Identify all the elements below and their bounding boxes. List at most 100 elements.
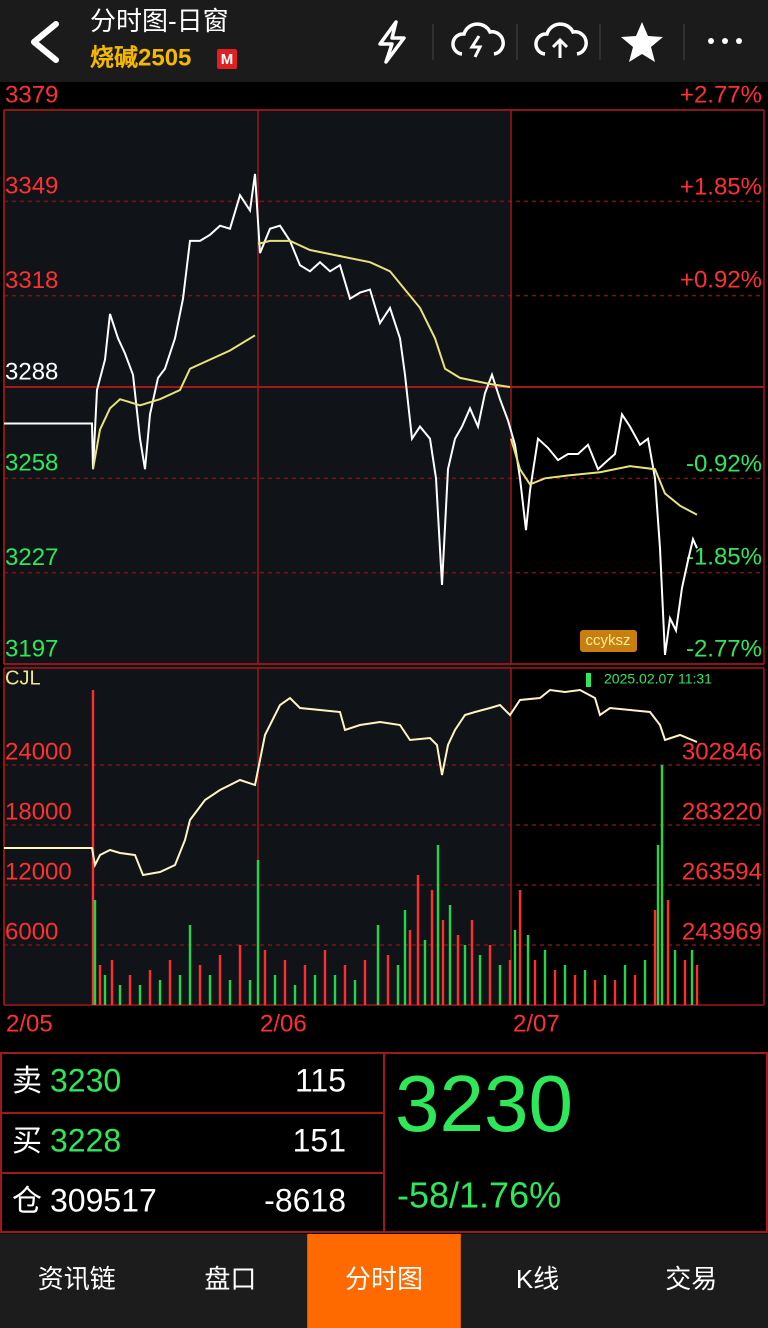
badge-bg <box>217 49 237 69</box>
volume-bar <box>168 960 172 1005</box>
volume-bar <box>238 945 242 1005</box>
y2-tick-label: -2.77% <box>686 635 762 662</box>
quote-volume: 115 <box>295 1062 346 1098</box>
y2-tick-label: 283220 <box>682 798 762 825</box>
flash-icon[interactable] <box>378 20 406 64</box>
tab[interactable]: K线 <box>516 1264 559 1294</box>
volume-bar <box>666 900 670 1005</box>
volume-bar <box>690 950 694 1005</box>
volume-bar <box>448 905 452 1005</box>
volume-bar <box>416 875 420 1005</box>
volume-bar <box>283 960 287 1005</box>
volume-bar <box>98 965 102 1005</box>
volume-bar <box>128 975 132 1005</box>
volume-bar <box>463 945 467 1005</box>
volume-bar <box>110 960 114 1005</box>
volume-bar <box>178 975 182 1005</box>
cloud-flash-icon[interactable] <box>451 22 505 56</box>
cloud-flash-bolt <box>469 35 483 58</box>
volume-bar <box>695 965 699 1005</box>
volume-bar <box>408 930 412 1005</box>
y-tick-label: 3288 <box>5 358 58 385</box>
price-line <box>4 688 698 877</box>
volume-bar <box>563 965 567 1005</box>
tab[interactable]: 交易 <box>665 1264 717 1294</box>
watermark: ccyksz <box>586 632 631 649</box>
last-price: 3230 <box>395 1059 573 1148</box>
volume-bar <box>198 965 202 1005</box>
y2-tick-label: +0.92% <box>680 266 762 293</box>
volume-bar <box>470 920 474 1005</box>
volume-bar <box>248 980 252 1005</box>
volume-bar <box>656 845 660 1005</box>
y2-tick-label: +1.85% <box>680 173 762 200</box>
x-tick-label: 2/07 <box>513 1010 560 1037</box>
y-tick-label: 3227 <box>5 544 58 571</box>
tab[interactable]: 分时图 <box>345 1264 423 1294</box>
volume-bar <box>478 955 482 1005</box>
y-tick-label: 18000 <box>5 798 72 825</box>
volume-bar <box>423 940 427 1005</box>
y-tick-label: 3258 <box>5 450 58 477</box>
quote-price: 3230 <box>50 1062 121 1098</box>
volume-bar <box>508 960 512 1005</box>
price-line <box>92 239 698 516</box>
volume-bar <box>376 925 380 1005</box>
volume-bar <box>228 980 232 1005</box>
volume-bar <box>441 920 445 1005</box>
cloud-upload-icon[interactable] <box>534 22 588 56</box>
volume-bar <box>573 975 577 1005</box>
volume-bar <box>333 975 337 1005</box>
volume-bar <box>583 970 587 1005</box>
volume-bar <box>353 980 357 1005</box>
volume-bar <box>593 980 597 1005</box>
volume-bar <box>643 960 647 1005</box>
date-marker <box>586 673 591 687</box>
tab[interactable]: 资讯链 <box>38 1264 116 1294</box>
quote-label: 买 <box>12 1125 42 1158</box>
volume-bar <box>256 860 260 1005</box>
volume-bar <box>533 960 537 1005</box>
volume-bar <box>526 935 530 1005</box>
volume-bar <box>273 975 277 1005</box>
volume-bar <box>683 960 687 1005</box>
volume-bar <box>158 980 162 1005</box>
y2-tick-label: -0.92% <box>686 450 762 477</box>
y-tick-label: 3318 <box>5 267 58 294</box>
volume-bar <box>293 985 297 1005</box>
volume-bar <box>513 930 517 1005</box>
volume-bar <box>323 950 327 1005</box>
volume-bar <box>653 910 657 1005</box>
volume-bar <box>553 970 557 1005</box>
tab[interactable]: 盘口 <box>204 1264 256 1294</box>
price-line <box>4 173 698 656</box>
volume-bar <box>660 765 664 1005</box>
volume-bar <box>103 975 107 1005</box>
tab-active-bg <box>307 1234 461 1328</box>
y2-tick-label: +2.77% <box>680 81 762 108</box>
y-tick-label: 12000 <box>5 858 72 885</box>
back-button[interactable] <box>31 21 59 63</box>
x-tick-label: 2/06 <box>260 1010 307 1037</box>
y2-tick-label: 243969 <box>682 918 762 945</box>
volume-bar <box>263 950 267 1005</box>
favorite-icon[interactable] <box>621 22 663 62</box>
volume-bar <box>673 950 677 1005</box>
y2-tick-label: 263594 <box>682 858 762 885</box>
more-icon[interactable] <box>708 38 742 44</box>
badge: M <box>221 51 234 68</box>
volume-bar <box>363 960 367 1005</box>
volume-bar <box>218 955 222 1005</box>
y2-tick-label: 302846 <box>682 738 762 765</box>
volume-bar <box>208 975 212 1005</box>
watermark-bg <box>580 630 637 652</box>
volume-bar <box>313 975 317 1005</box>
y-tick-label: 3349 <box>5 173 58 200</box>
volume-bar <box>633 975 637 1005</box>
volume-bar <box>148 970 152 1005</box>
page-title: 分时图-日窗 <box>90 6 229 36</box>
quote-price: 309517 <box>50 1182 157 1218</box>
volume-bar <box>396 965 400 1005</box>
volume-bar <box>118 985 122 1005</box>
